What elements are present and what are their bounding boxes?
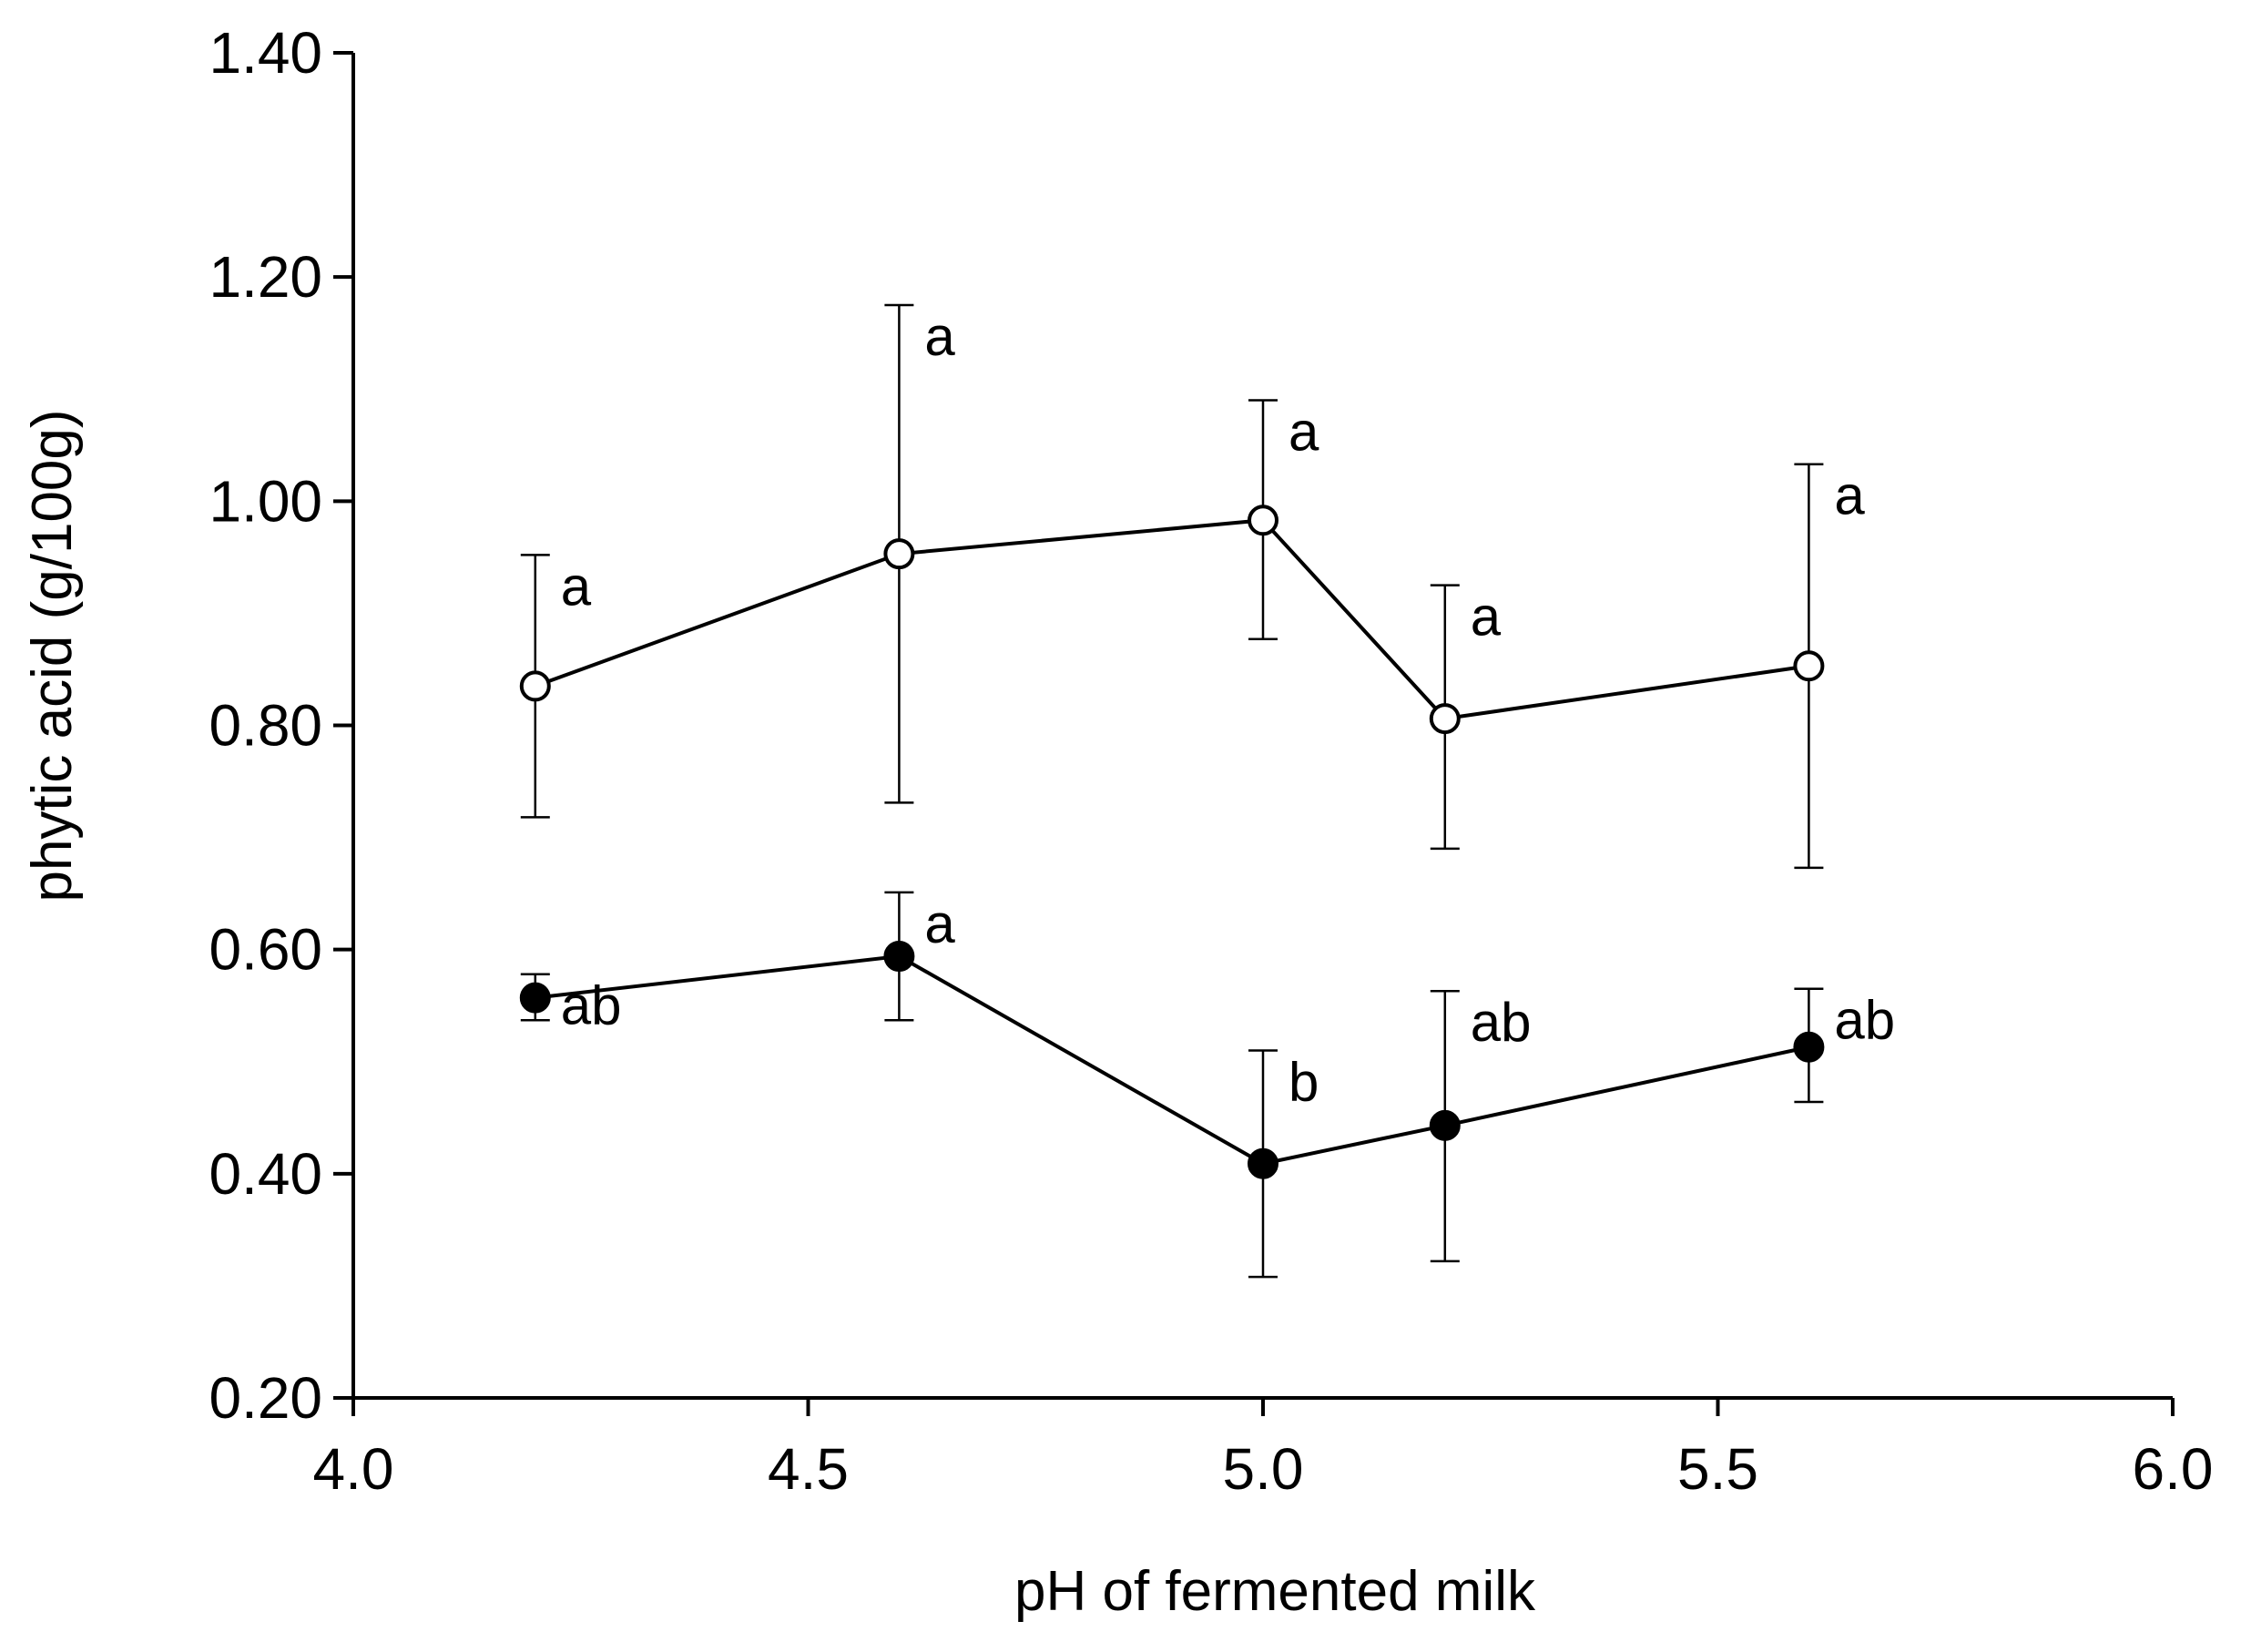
y-tick-label: 1.40 [209,20,322,86]
x-tick-label: 4.0 [313,1436,394,1502]
series-lines [535,518,1809,1166]
filled-circle-series-point [519,982,551,1014]
open-circle-series-significance-label: a [1471,586,1502,648]
filled-circle-series-significance-label: a [924,893,955,954]
open-circle-series-significance-label: a [1289,402,1319,463]
y-axis-title: phytic acid (g/100g) [21,409,84,902]
open-circle-series-significance-label: a [1834,465,1865,526]
filled-circle-series-point [883,941,915,973]
y-tick-label: 0.60 [209,917,322,983]
open-circle-series-point [1429,703,1461,735]
y-tick-label: 0.40 [209,1141,322,1207]
open-circle-series-point [883,538,915,570]
error-bars [520,303,1824,1279]
y-tick-label: 0.80 [209,693,322,759]
filled-circle-series-significance-label: ab [1471,992,1532,1053]
y-tick-label: 0.20 [209,1365,322,1431]
open-circle-series-significance-label: a [561,556,592,617]
y-tick-label: 1.20 [209,244,322,310]
x-axis-title: pH of fermented milk [1014,1560,1536,1623]
x-tick-label: 5.5 [1677,1436,1758,1502]
open-circle-series-point [519,670,551,702]
filled-circle-series-line [535,953,1809,1166]
x-tick-label: 6.0 [2133,1436,2214,1502]
filled-circle-series-point [1248,1147,1278,1179]
x-tick-label: 4.5 [768,1436,849,1502]
y-tick-label: 1.00 [209,468,322,534]
filled-circle-series-point [1429,1109,1461,1141]
filled-circle-series-significance-label: b [1289,1051,1319,1112]
open-circle-series-significance-label: a [924,306,955,367]
open-circle-series-point [1248,505,1278,536]
filled-circle-series-significance-label: ab [561,975,622,1036]
open-circle-series-point [1793,650,1825,682]
open-circle-series-line [535,518,1809,721]
filled-circle-series-significance-label: ab [1834,990,1895,1051]
axes: 0.20 0.40 0.60 0.80 1.00 1.20 1.40 4.0 4.5 5.0 5.5… [209,20,2213,1502]
series-markers [519,505,1825,1179]
x-tick-label: 5.0 [1223,1436,1304,1502]
filled-circle-series-point [1793,1031,1825,1063]
